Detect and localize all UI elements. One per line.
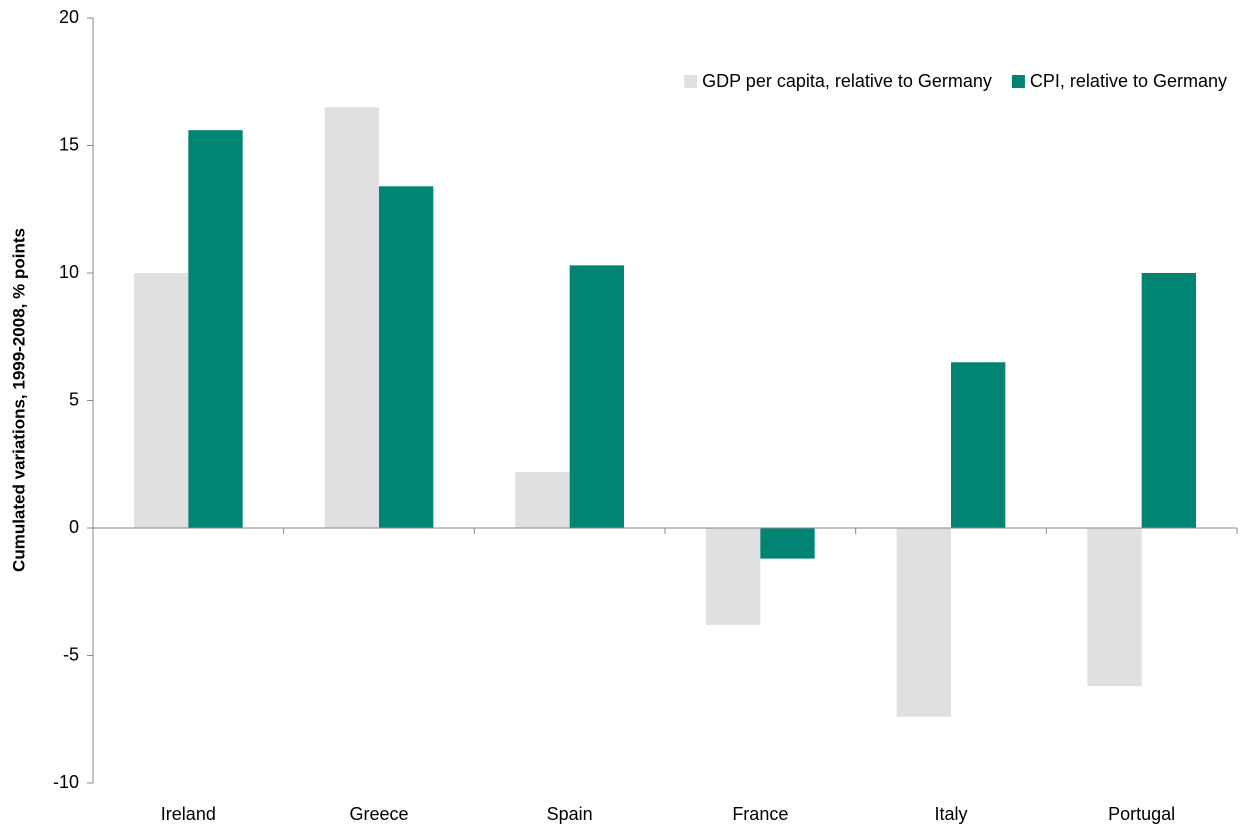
bar [133,273,189,528]
x-tick-label: France [732,804,788,824]
y-tick-label: -10 [53,772,79,792]
bar [705,528,761,625]
x-tick-label: Greece [349,804,408,824]
bar [760,528,815,559]
bar [569,265,625,528]
y-tick-label: 10 [59,262,79,282]
bar [951,362,1006,528]
bar [1141,273,1197,528]
bar [379,186,434,529]
y-tick-label: 5 [69,389,79,409]
bar [1087,528,1142,687]
legend-label: GDP per capita, relative to Germany [702,71,992,91]
x-tick-label: Spain [547,804,593,824]
y-tick-label: 15 [59,134,79,154]
x-tick-label: Ireland [161,804,216,824]
bar [324,107,379,528]
bar [188,130,243,528]
legend-label: CPI, relative to Germany [1030,71,1227,91]
y-tick-label: 20 [59,7,79,27]
y-axis-label: Cumulated variations, 1999-2008, % point… [9,228,28,572]
y-tick-label: 0 [69,517,79,537]
bar [515,471,570,528]
y-tick-label: -5 [63,644,79,664]
x-tick-label: Italy [934,804,967,824]
legend-swatch [684,75,698,88]
x-tick-label: Portugal [1108,804,1175,824]
bar [896,528,951,717]
legend-swatch [1011,75,1025,88]
